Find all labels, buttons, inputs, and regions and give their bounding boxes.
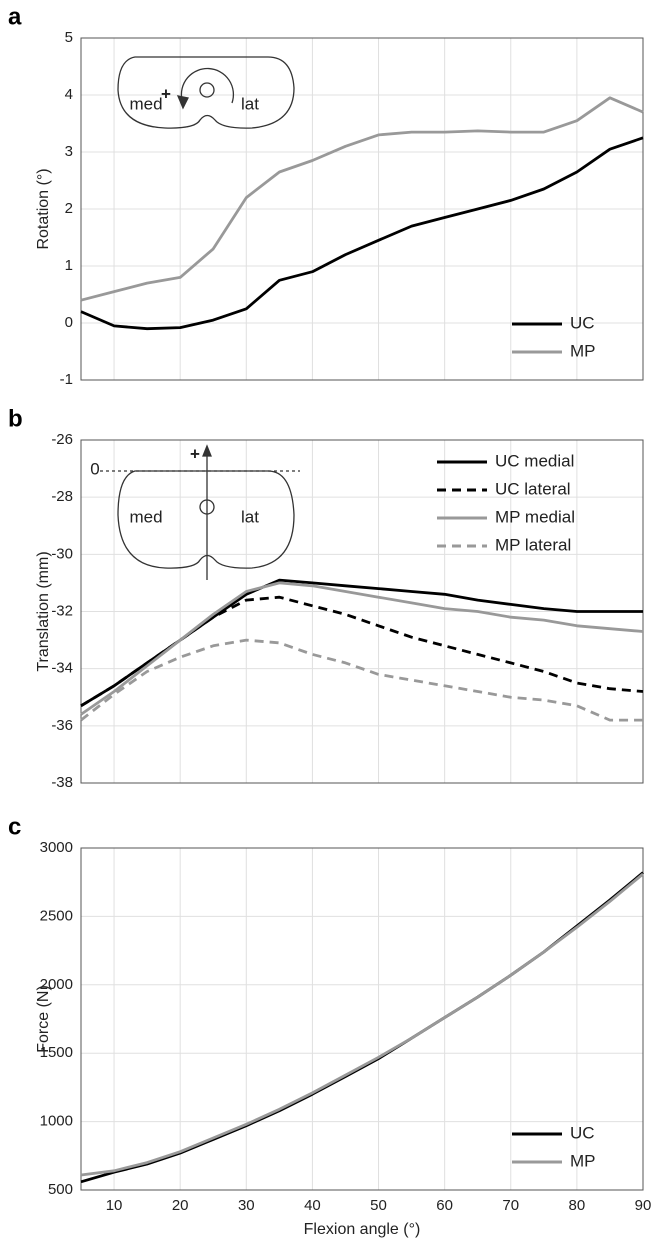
y-tick-label: 5: [65, 29, 73, 46]
y-axis-label: Rotation (°): [35, 168, 52, 249]
y-tick-label: 3000: [40, 839, 73, 856]
y-tick-label: 0: [65, 314, 73, 331]
y-tick-label: -32: [51, 602, 73, 619]
legend-label: UC medial: [495, 451, 574, 470]
inset-label: lat: [241, 94, 259, 113]
data-line: [80, 581, 644, 716]
panel-label: c: [8, 813, 21, 840]
y-tick-label: 1500: [40, 1044, 73, 1061]
legend-label: UC: [570, 313, 595, 332]
inset-label: lat: [241, 507, 259, 526]
data-line: [80, 872, 644, 1177]
data-line: [80, 638, 643, 722]
panel-label: a: [8, 3, 22, 30]
x-tick-label: 50: [370, 1197, 387, 1214]
x-tick-label: 80: [569, 1197, 586, 1214]
inset-label: 0: [90, 459, 99, 478]
data-line: [80, 136, 644, 331]
inset-a: [117, 56, 295, 129]
y-tick-label: 2: [65, 200, 73, 217]
x-tick-label: 70: [502, 1197, 519, 1214]
tibia-outline: [117, 56, 295, 129]
x-tick-label: 40: [304, 1197, 321, 1214]
x-tick-label: 90: [635, 1197, 652, 1214]
y-tick-label: 2000: [40, 976, 73, 993]
y-tick-label: 2500: [40, 907, 73, 924]
x-tick-label: 20: [172, 1197, 189, 1214]
y-axis-label: Force (N): [35, 985, 52, 1053]
legend-label: MP: [570, 341, 596, 360]
x-axis-label: Flexion angle (°): [304, 1221, 421, 1238]
x-tick-label: 60: [436, 1197, 453, 1214]
y-tick-label: -26: [51, 431, 73, 448]
arrow-head: [202, 444, 212, 457]
y-tick-label: 1000: [40, 1113, 73, 1130]
legend-label: UC: [570, 1123, 595, 1142]
y-tick-label: -1: [60, 371, 73, 388]
axes-frame: [80, 37, 644, 381]
axes-frame: [80, 847, 644, 1191]
legend-label: MP lateral: [495, 535, 571, 554]
inset-b: [100, 444, 300, 580]
arrow-head: [176, 95, 189, 110]
y-tick-label: -38: [51, 774, 73, 791]
panel-label: b: [8, 405, 23, 432]
y-tick-label: 500: [48, 1181, 73, 1198]
inset-label: med: [129, 94, 162, 113]
tibia-outline: [117, 470, 295, 569]
inset-label: med: [129, 507, 162, 526]
plot-area: [81, 848, 643, 1190]
y-tick-label: -36: [51, 717, 73, 734]
y-tick-label: -30: [51, 545, 73, 562]
y-tick-label: 3: [65, 143, 73, 160]
y-tick-label: 4: [65, 86, 73, 103]
data-line: [80, 96, 644, 302]
y-tick-label: -34: [51, 660, 73, 677]
y-axis-label: Translation (mm): [35, 551, 52, 671]
pivot: [199, 499, 215, 515]
x-tick-label: 30: [238, 1197, 255, 1214]
legend-label: MP: [570, 1151, 596, 1170]
inset-label: +: [190, 444, 200, 463]
y-tick-label: -28: [51, 488, 73, 505]
x-tick-label: 10: [106, 1197, 123, 1214]
rotation-arrow: [180, 67, 235, 104]
legend-label: UC lateral: [495, 479, 571, 498]
legend-label: MP medial: [495, 507, 575, 526]
pivot: [199, 82, 215, 98]
y-tick-label: 1: [65, 257, 73, 274]
inset-label: +: [161, 84, 171, 103]
